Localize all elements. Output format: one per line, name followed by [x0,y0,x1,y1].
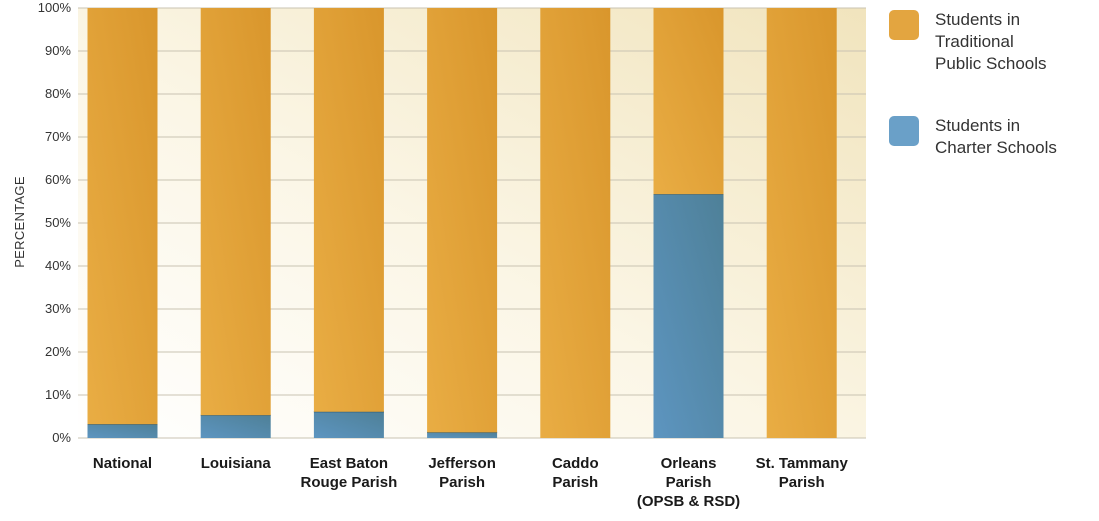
y-tick-label: 100% [38,0,72,15]
x-tick-label: National [93,455,152,472]
legend-label: Students in Charter Schools [935,116,1057,157]
legend-label: Students in Traditional Public Schools [935,10,1047,73]
y-tick-label: 50% [45,215,71,230]
y-axis-label: PERCENTAGE [12,176,27,268]
legend-swatch-traditional [889,10,919,40]
bar-traditional-public-schools [313,8,384,412]
bar-charter-schools [427,432,498,438]
y-tick-label: 10% [45,387,71,402]
bar-traditional-public-schools [653,8,724,195]
y-tick-label: 60% [45,172,71,187]
y-tick-label: 70% [45,129,71,144]
bar-traditional-public-schools [87,8,158,425]
x-tick-label: Caddo Parish [552,455,599,491]
y-axis-ticks: 0% 10% 20% 30% 40% 50% 60% 70% 80% 90% 100% [38,0,72,445]
legend-swatch-charter [889,116,919,146]
x-tick-label: St. Tammany Parish [756,455,849,491]
bar-traditional-public-schools [200,8,271,416]
bar-traditional-public-schools [540,8,611,438]
x-tick-label: Louisiana [201,455,272,472]
bar-charter-schools [200,415,271,438]
y-tick-label: 90% [45,43,71,58]
y-tick-label: 80% [45,86,71,101]
legend: Students in Traditional Public Schools Stud… [889,10,1057,157]
x-tick-label: Orleans Parish (OPSB & RSD) [637,455,740,510]
y-tick-label: 20% [45,344,71,359]
bar-charter-schools [87,424,158,438]
bar-charter-schools [313,411,384,438]
bar-traditional-public-schools [766,8,837,438]
bar-traditional-public-schools [427,8,498,433]
y-tick-label: 30% [45,301,71,316]
x-tick-label: Jefferson Parish [428,455,496,491]
x-tick-label: East Baton Rouge Parish [301,455,398,491]
bar-charter-schools [653,194,724,438]
x-axis-ticks: National Louisiana East Baton Rouge Parish J… [93,455,849,510]
y-tick-label: 40% [45,258,71,273]
bars [87,8,837,438]
y-tick-label: 0% [52,430,71,445]
